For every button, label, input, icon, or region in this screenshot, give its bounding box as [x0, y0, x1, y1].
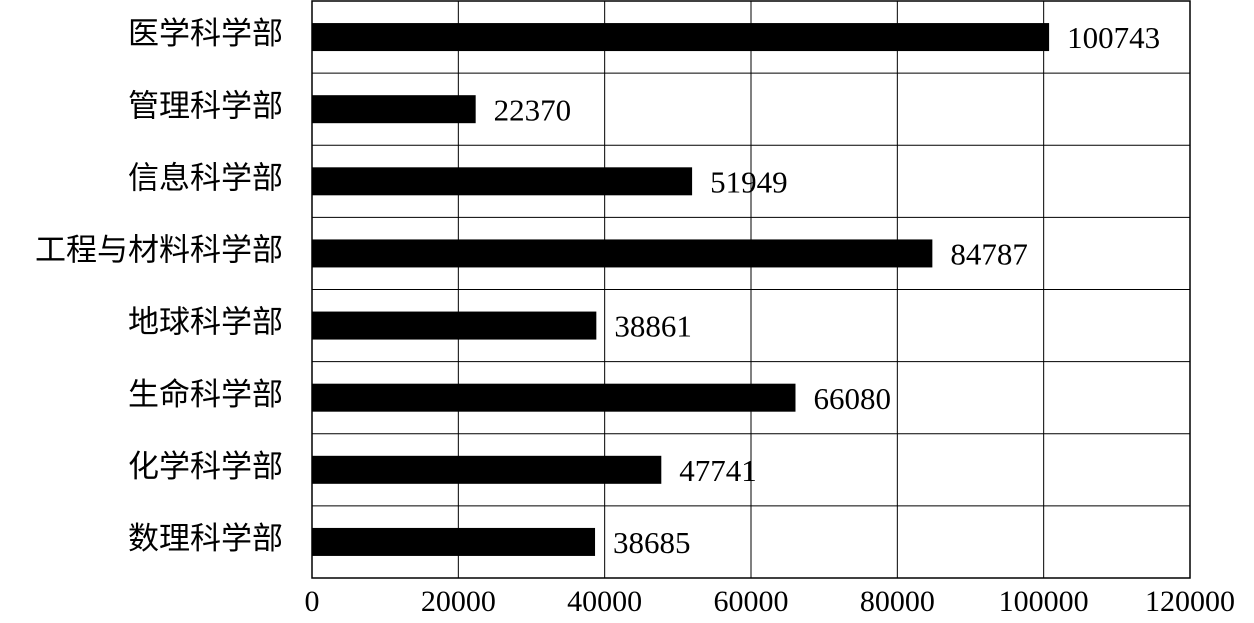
- x-tick-label: 60000: [714, 585, 789, 618]
- value-label: 100743: [1067, 20, 1160, 55]
- value-label: 47741: [679, 453, 757, 488]
- x-tick-label: 120000: [1145, 585, 1235, 618]
- value-label: 66080: [813, 381, 891, 416]
- y-tick-label: 工程与材料科学部: [35, 233, 283, 268]
- y-tick-label: 信息科学部: [128, 160, 283, 195]
- bar: [312, 527, 596, 556]
- value-label: 51949: [710, 164, 788, 199]
- x-tick-label: 20000: [421, 585, 496, 618]
- bar: [312, 311, 597, 340]
- plot-frame: [311, 0, 1191, 579]
- bar: [312, 95, 476, 124]
- x-tick-label: 40000: [567, 585, 642, 618]
- x-tick-label: 100000: [999, 585, 1089, 618]
- y-tick-label: 地球科学部: [128, 305, 283, 340]
- y-tick-label: 数理科学部: [128, 521, 283, 556]
- x-tick-label: 0: [305, 585, 320, 618]
- x-tick-label: 80000: [860, 585, 935, 618]
- y-tick-label: 生命科学部: [128, 377, 283, 412]
- value-label: 22370: [494, 92, 572, 127]
- y-tick-label: 医学科学部: [128, 16, 283, 51]
- value-label: 38685: [613, 525, 691, 560]
- bar: [312, 167, 693, 196]
- bar: [312, 23, 1050, 52]
- value-label: 38861: [614, 309, 692, 344]
- y-tick-label: 化学科学部: [128, 449, 283, 484]
- bar: [312, 383, 796, 412]
- y-tick-label: 管理科学部: [128, 88, 283, 123]
- value-label: 84787: [950, 237, 1027, 272]
- bar: [312, 239, 933, 268]
- bar: [312, 455, 662, 484]
